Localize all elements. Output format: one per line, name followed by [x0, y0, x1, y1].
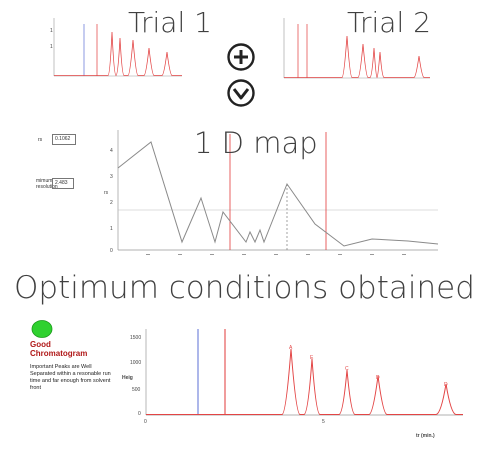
map-y-tick-4: 4 — [110, 148, 113, 154]
peak-label-3: C — [345, 366, 349, 372]
peak-label-1: A — [289, 345, 293, 351]
map-field1-label: rs — [38, 137, 43, 143]
optimum-title: Optimum conditions obtained — [14, 270, 475, 306]
main-y-tick-1000: 1000 — [130, 360, 141, 366]
peak-label-2: E — [310, 355, 314, 361]
svg-text:1: 1 — [50, 44, 53, 50]
main-y-tick-500: 500 — [132, 387, 141, 393]
trial2-label: Trial 2 — [347, 6, 431, 39]
map-field2-label: mimum resolution — [36, 178, 58, 190]
result-note: Important Peaks are Well Separated withi… — [30, 364, 111, 391]
main-x-tick-5: 5 — [322, 419, 325, 425]
map-y-tick-3: 3 — [110, 174, 113, 180]
peak-label-4: D — [376, 375, 380, 381]
map-y-tick-0: 0 — [110, 248, 113, 254]
main-y-axis-label: Heig — [122, 375, 133, 381]
peak-label-5: D — [444, 382, 448, 388]
main-x-tick-0: 0 — [144, 419, 147, 425]
trial1-chromatogram: 1 1 — [50, 18, 182, 77]
good-label: Good — [30, 340, 51, 349]
chevron-down-circle-icon — [227, 79, 255, 107]
main-y-tick-1500: 1500 — [130, 335, 141, 341]
map-chart: 4 3 2 1 0 rs — [104, 130, 439, 255]
map-y-tick-2: 2 — [110, 200, 113, 206]
map-title: 1 D map — [194, 126, 318, 160]
chromatogram-label: Chromatogram — [30, 349, 88, 358]
plus-circle-icon — [227, 43, 255, 71]
map-field2-value: 2.483 — [52, 178, 74, 189]
main-chromatogram: A E C D D 1500 1000 500 0 Heig 0 5 tr (m… — [122, 329, 463, 439]
main-y-tick-0: 0 — [138, 411, 141, 417]
trial1-label: Trial 1 — [128, 6, 212, 39]
trial2-chromatogram — [283, 18, 430, 79]
svg-text:1: 1 — [50, 28, 53, 34]
green-dot-icon — [31, 320, 53, 338]
map-y-axis-label: rs — [104, 190, 109, 196]
map-y-tick-1: 1 — [110, 226, 113, 232]
main-x-axis-label: tr (min.) — [416, 433, 435, 439]
map-field1-value: 0.1062 — [52, 134, 76, 145]
